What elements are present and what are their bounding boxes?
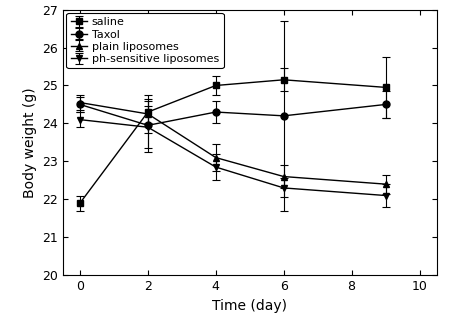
Legend: saline, Taxol, plain liposomes, ph-sensitive liposomes: saline, Taxol, plain liposomes, ph-sensi…: [66, 13, 224, 68]
Y-axis label: Body weight (g): Body weight (g): [22, 87, 37, 198]
X-axis label: Time (day): Time (day): [212, 299, 287, 313]
